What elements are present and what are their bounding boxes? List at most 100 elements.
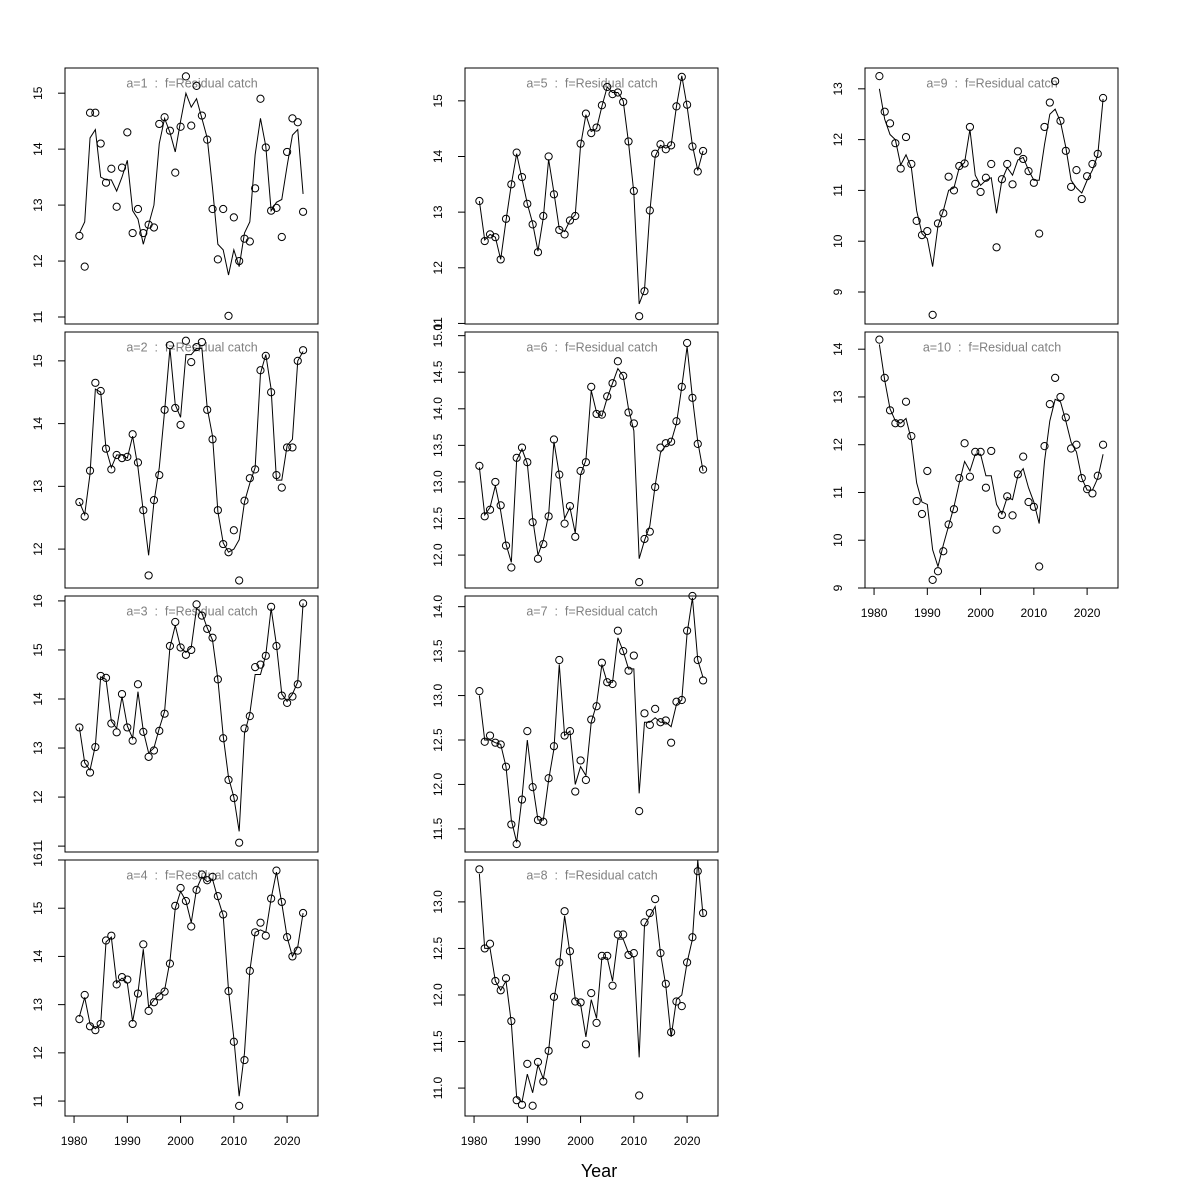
- observed-point: [112, 728, 121, 737]
- observed-point: [533, 554, 543, 563]
- observed-point: [539, 1077, 548, 1086]
- observed-point: [576, 139, 585, 148]
- observed-point: [101, 936, 111, 945]
- observed-point: [491, 477, 500, 487]
- observed-point: [208, 204, 217, 214]
- observed-point: [133, 989, 143, 998]
- observed-point: [256, 918, 265, 927]
- y-tick-label: 12: [431, 261, 445, 275]
- observed-point: [128, 430, 137, 439]
- x-tick-label: 2010: [620, 1134, 647, 1148]
- observed-point: [75, 231, 84, 240]
- y-tick-label: 10: [831, 234, 845, 248]
- observed-point: [187, 358, 196, 367]
- y-tick-label: 14: [431, 149, 445, 163]
- observed-point: [160, 709, 169, 718]
- observed-point: [645, 527, 654, 536]
- observed-point: [256, 660, 265, 669]
- observed-point: [1088, 489, 1097, 498]
- observed-point: [123, 128, 132, 137]
- observed-point: [1067, 444, 1076, 453]
- y-tick-label: 14: [31, 692, 45, 706]
- observed-point: [698, 146, 708, 156]
- observed-point: [581, 109, 591, 118]
- observed-point: [603, 392, 612, 401]
- panel: a=9 : f=Residual catch 9 10 11 12 13: [831, 67, 1119, 325]
- observed-point: [91, 742, 100, 752]
- observed-point: [971, 179, 980, 188]
- y-tick-label: 13: [31, 998, 45, 1012]
- observed-point: [1051, 373, 1060, 382]
- observed-point: [896, 419, 905, 428]
- y-tick-label: 13: [831, 390, 845, 404]
- y-tick-label: 15.0: [431, 324, 445, 348]
- observed-point: [80, 262, 89, 271]
- observed-point: [693, 867, 702, 876]
- observed-point: [571, 997, 580, 1006]
- observed-point: [544, 774, 553, 783]
- observed-point: [1098, 440, 1108, 449]
- panel-title: a=4 : f=Residual catch: [126, 868, 257, 882]
- observed-point: [224, 548, 233, 557]
- observed-point: [656, 443, 665, 452]
- y-tick-label: 13.0: [431, 470, 445, 494]
- y-tick-label: 16: [31, 594, 45, 608]
- panel-title: a=7 : f=Residual catch: [526, 604, 657, 618]
- fitted-line: [478, 859, 704, 1103]
- observed-point: [544, 152, 553, 161]
- observed-point: [480, 944, 489, 953]
- observed-point: [293, 946, 302, 955]
- y-tick-label: 15: [31, 86, 45, 100]
- observed-point: [571, 787, 580, 796]
- y-tick-label: 14: [31, 417, 45, 431]
- observed-point: [603, 82, 612, 92]
- observed-point: [923, 226, 932, 236]
- panel-frame: [64, 331, 319, 589]
- observed-point: [229, 1037, 238, 1046]
- observed-point: [149, 998, 159, 1007]
- y-tick-label: 14: [831, 342, 845, 356]
- y-tick-label: 13: [31, 198, 45, 212]
- observed-point: [907, 432, 916, 441]
- fitted-line: [878, 344, 1104, 569]
- observed-point: [133, 680, 143, 689]
- observed-point: [635, 807, 644, 816]
- observed-point: [608, 379, 617, 388]
- y-tick-label: 13: [31, 479, 45, 493]
- x-tick-label: 1990: [914, 606, 941, 620]
- panel: a=8 : f=Residual catch 11.0 11.5 12.0 12.5 13…: [431, 859, 719, 1148]
- observed-point: [501, 974, 511, 983]
- observed-point: [96, 1019, 105, 1029]
- fitted-line: [478, 346, 704, 563]
- observed-point: [485, 505, 495, 514]
- panel-title: a=5 : f=Residual catch: [526, 76, 657, 90]
- observed-point: [1045, 98, 1054, 107]
- observed-point: [128, 228, 137, 238]
- observed-point: [656, 718, 665, 727]
- observed-point: [485, 939, 495, 948]
- observed-point: [272, 866, 281, 875]
- observed-point: [1035, 562, 1044, 571]
- observed-point: [555, 958, 564, 967]
- observed-point: [298, 908, 308, 918]
- y-tick-label: 12: [831, 438, 845, 452]
- panel-frame: [64, 859, 319, 1117]
- observed-point: [656, 948, 665, 958]
- observed-point: [219, 204, 228, 214]
- observed-point: [698, 908, 708, 918]
- x-tick-label: 1980: [61, 1134, 88, 1148]
- observed-point: [139, 228, 148, 238]
- observed-point: [885, 119, 895, 128]
- observed-point: [581, 775, 591, 785]
- observed-point: [475, 865, 484, 874]
- observed-point: [688, 393, 697, 402]
- observed-point: [997, 175, 1006, 184]
- observed-point: [213, 255, 222, 264]
- observed-point: [251, 663, 260, 672]
- panel-frame: [64, 67, 319, 325]
- observed-point: [283, 698, 292, 708]
- observed-point: [80, 512, 89, 521]
- observed-point: [512, 148, 521, 157]
- observed-point: [288, 443, 297, 452]
- observed-point: [496, 501, 505, 510]
